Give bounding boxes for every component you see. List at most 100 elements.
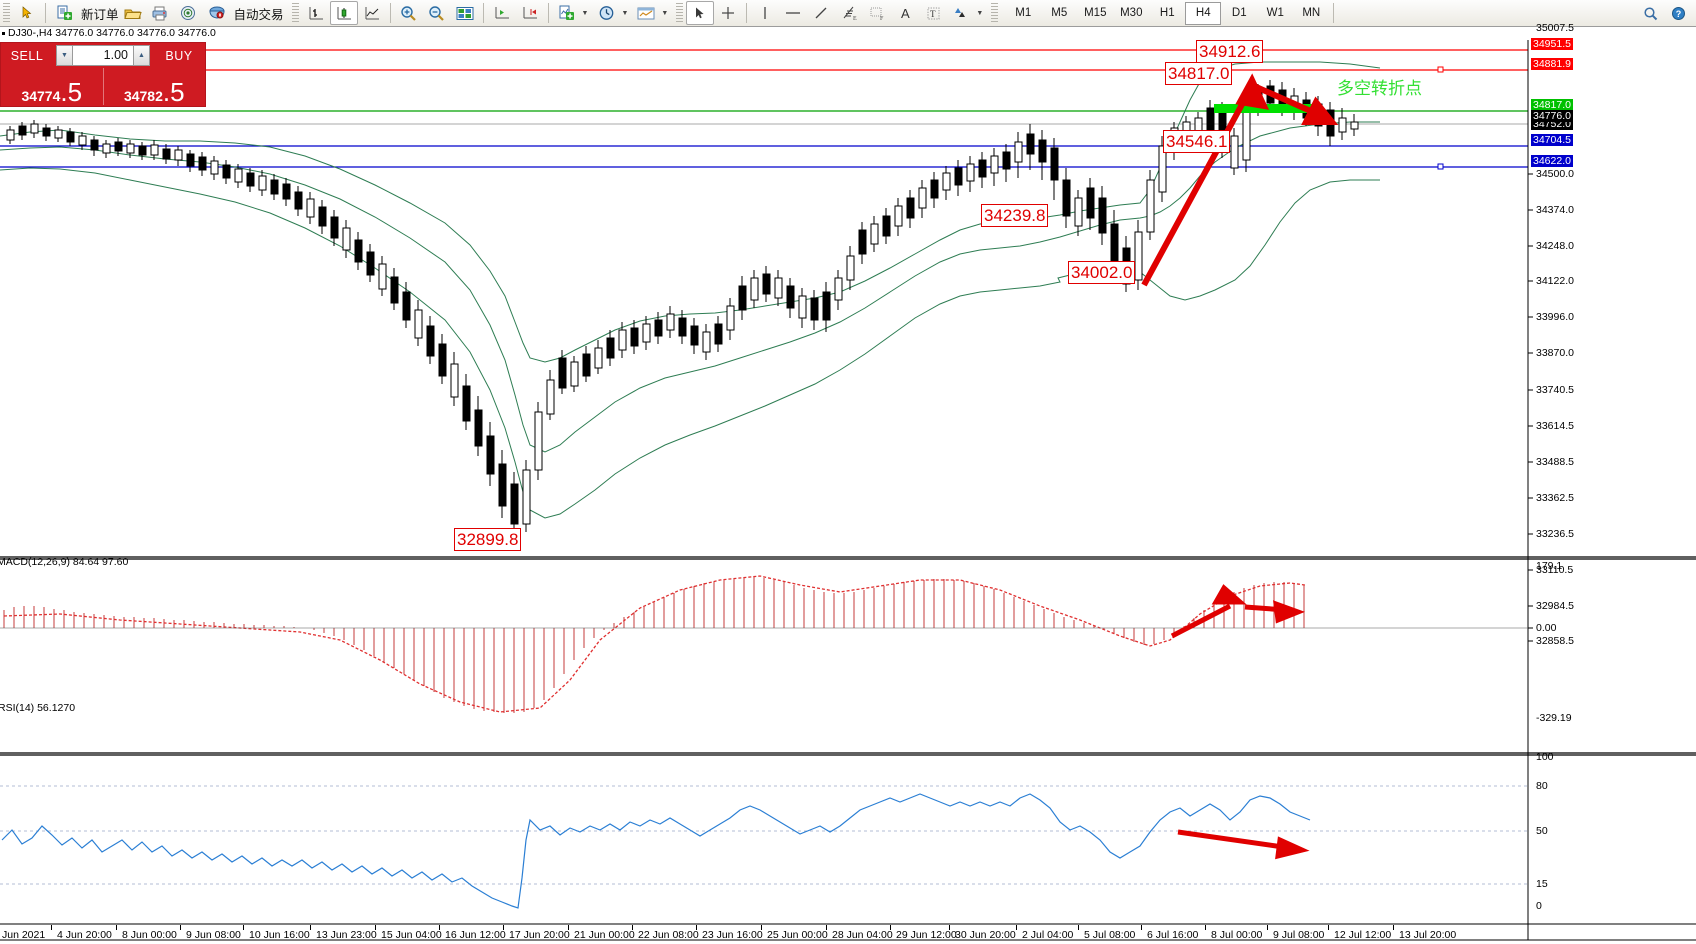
expert-advisors-icon[interactable] [203,1,231,25]
crosshair-icon[interactable] [714,1,742,25]
price-tick-33614: 33614.5 [1536,420,1574,432]
bar-chart-icon[interactable] [302,1,330,25]
time-axis-tick [439,925,440,930]
horizontal-line-icon[interactable] [779,1,807,25]
time-axis-label: 23 Jun 16:00 [702,929,763,941]
navigator-icon[interactable] [175,1,203,25]
one-click-trading-panel[interactable]: SELL ▼ 1.00 ▲ BUY 34774.5 34782.5 [0,42,206,107]
time-axis-tick [375,925,376,930]
timeframe-mn[interactable]: MN [1302,7,1321,19]
buy-button[interactable]: BUY [165,48,193,63]
time-axis-tick [1141,925,1142,930]
price-chip-34817[interactable]: 34817.0 [1531,99,1573,111]
price-chip-34622[interactable]: 34622.0 [1531,155,1573,167]
toolbar-separator-3 [389,3,391,23]
zoom-out-icon[interactable] [423,1,451,25]
time-axis-tick [826,925,827,930]
time-axis-label: 21 Jun 00:00 [574,929,635,941]
help-icon[interactable]: ? [1664,1,1692,25]
shapes-dropdown-caret[interactable]: ▼ [976,9,984,17]
toolbar-grip-3[interactable] [676,3,684,23]
templates-dropdown-caret[interactable]: ▼ [661,9,669,17]
callout-34002[interactable]: 34002.0 [1068,261,1136,284]
zoom-in-icon[interactable] [395,1,423,25]
folder-icon[interactable] [119,1,147,25]
period-icon[interactable] [592,1,620,25]
chart-shift-icon[interactable] [488,1,516,25]
callout-low-32899[interactable]: 32899.8 [454,528,522,551]
rsi-tick-80: 80 [1536,780,1548,792]
candlestick-chart-icon[interactable] [329,1,358,25]
cursor-arrow-icon[interactable] [13,1,41,25]
new-order-label[interactable]: 新订单 [81,7,119,22]
chart-canvas[interactable] [0,40,1696,944]
buy-price[interactable]: 34782.5 [104,68,206,105]
time-axis-label: 6 Jul 16:00 [1147,929,1199,941]
toolbar-grip[interactable] [3,3,10,23]
period-dropdown-caret[interactable]: ▼ [621,9,629,17]
timeframe-m15[interactable]: M15 [1084,7,1107,19]
callout-34817[interactable]: 34817.0 [1165,62,1233,85]
data-window-icon[interactable] [451,1,479,25]
timeframe-h1[interactable]: H1 [1159,7,1175,19]
new-order-icon[interactable] [50,1,78,25]
auto-scroll-icon[interactable] [516,1,544,25]
price-tick-34122: 34122.0 [1536,275,1574,287]
shapes-icon[interactable] [947,1,975,25]
macd-indicator-label[interactable]: MACD(12,26,9) 84.64 97.60 [0,556,129,568]
timeframe-m1[interactable]: M1 [1015,7,1032,19]
time-axis-label: 13 Jul 20:00 [1399,929,1457,941]
channel-icon[interactable]: F [863,1,891,25]
time-axis-tick [180,925,181,930]
templates-icon[interactable] [632,1,660,25]
sell-button[interactable]: SELL [10,48,44,63]
volume-input[interactable]: 1.00 [73,45,133,66]
line-chart-icon[interactable] [358,1,386,25]
price-chip-bid-34776[interactable]: 34776.0 [1531,110,1573,122]
cursor-select-icon[interactable] [686,1,715,25]
time-axis-label: 5 Jul 08:00 [1084,929,1136,941]
volume-control[interactable]: ▼ 1.00 ▲ [53,43,153,68]
volume-increase-button[interactable]: ▲ [133,45,150,66]
sell-price[interactable]: 34774.5 [1,68,104,105]
price-chip-34704[interactable]: 34704.5 [1531,134,1573,146]
svg-text:?: ? [1675,9,1681,19]
timeframe-d1[interactable]: D1 [1231,7,1247,19]
print-preview-icon[interactable] [147,1,175,25]
trendline-icon[interactable] [807,1,835,25]
sell-price-fraction: .5 [60,76,83,107]
label-icon[interactable]: T [919,1,947,25]
time-axis-tick [1328,925,1329,930]
svg-text:F: F [880,16,884,21]
chart-area[interactable] [0,40,1696,944]
one-click-price-row: 34774.5 34782.5 [1,68,205,105]
callout-high-34912[interactable]: 34912.6 [1196,40,1264,63]
price-chip-34881[interactable]: 34881.9 [1531,58,1573,70]
search-icon[interactable] [1636,1,1664,25]
text-icon[interactable]: A [901,5,910,21]
toolbar-separator-6 [746,3,748,23]
toolbar-grip-2[interactable] [291,3,299,23]
timeframe-m30[interactable]: M30 [1120,7,1143,19]
chinese-annotation-text[interactable]: 多空转折点 [1337,79,1422,99]
timeframe-m5[interactable]: M5 [1051,7,1068,19]
rsi-tick-50: 50 [1536,825,1548,837]
price-chip-34951[interactable]: 34951.5 [1531,38,1573,50]
callout-34546[interactable]: 34546.1 [1163,130,1231,153]
time-axis-label: 8 Jun 00:00 [122,929,177,941]
rsi-indicator-label[interactable]: RSI(14) 56.1270 [0,702,76,714]
macd-arrow-right [1244,600,1306,624]
toolbar-grip-4[interactable] [991,3,999,23]
price-tick-34374: 34374.0 [1536,204,1574,216]
price-tick-33740: 33740.5 [1536,384,1574,396]
timeframe-h4[interactable]: H4 [1185,1,1222,25]
fibonacci-icon[interactable]: E [835,1,863,25]
vertical-line-icon[interactable] [751,1,779,25]
indicators-icon[interactable] [553,1,581,25]
indicators-dropdown-caret[interactable]: ▼ [581,9,589,17]
volume-decrease-button[interactable]: ▼ [56,45,73,66]
toolbar-separator-4 [482,3,484,23]
autotrade-label[interactable]: 自动交易 [233,7,284,22]
timeframe-w1[interactable]: W1 [1266,7,1284,19]
callout-34239[interactable]: 34239.8 [981,204,1049,227]
